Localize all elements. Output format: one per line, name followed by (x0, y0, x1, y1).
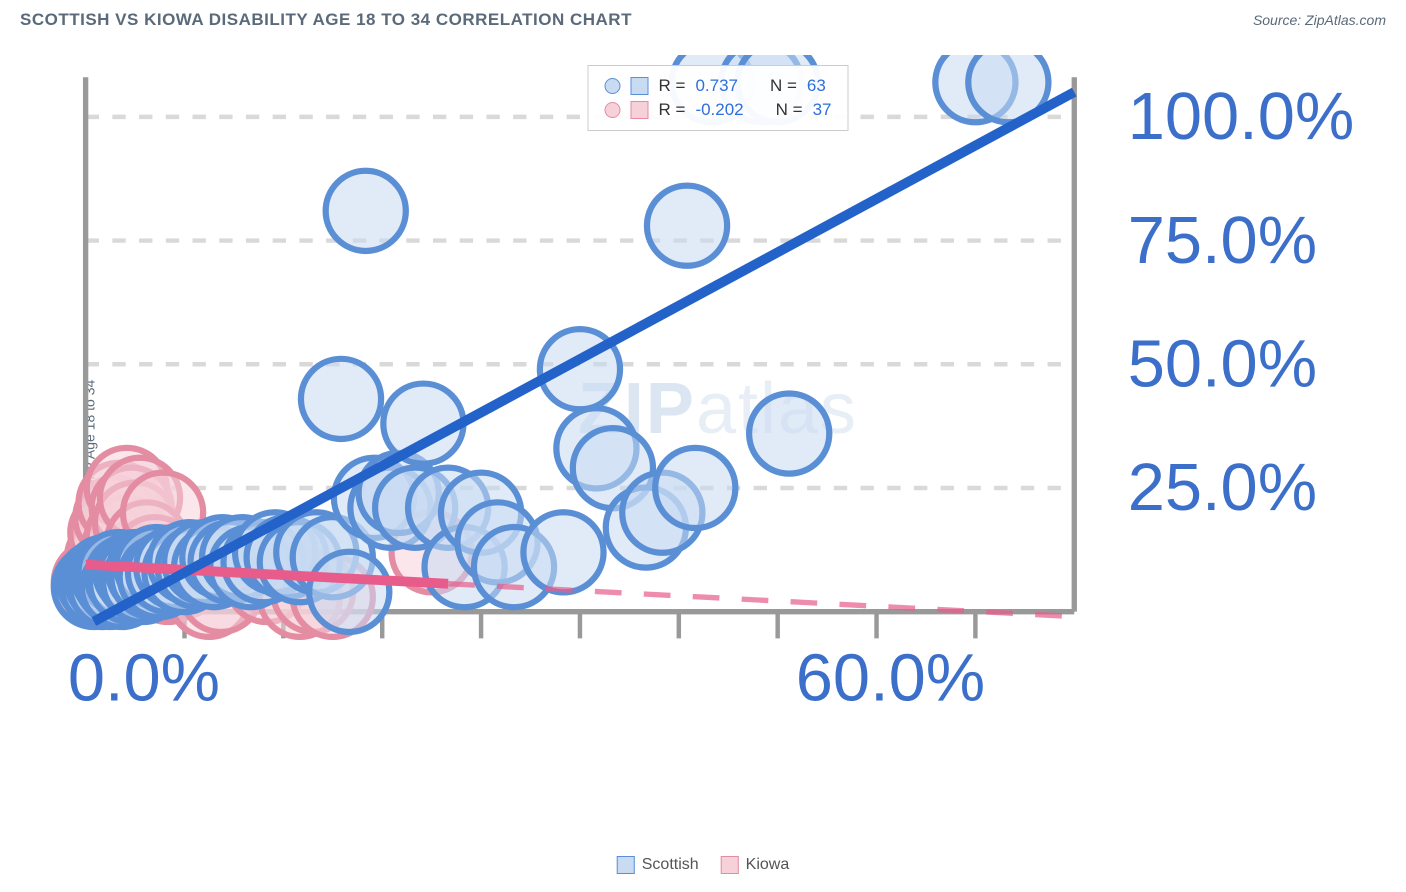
legend-label: Kiowa (746, 856, 790, 874)
kiowa-swatch (721, 856, 739, 874)
r-label: R = (659, 76, 686, 96)
chart-area: Disability Age 18 to 34 ZIPatlas 25.0%50… (50, 55, 1386, 842)
kiowa-circle-swatch (605, 102, 621, 118)
scottish-swatch (617, 856, 635, 874)
r-value-kiowa: -0.202 (695, 100, 743, 120)
n-label: N = (770, 76, 797, 96)
svg-text:60.0%: 60.0% (796, 642, 985, 716)
legend-item-scottish: Scottish (617, 856, 699, 874)
svg-text:50.0%: 50.0% (1128, 328, 1317, 402)
n-value-kiowa: 37 (813, 100, 832, 120)
bottom-legend: Scottish Kiowa (617, 856, 790, 874)
legend-label: Scottish (642, 856, 699, 874)
n-label: N = (776, 100, 803, 120)
stats-row-kiowa: R = -0.202 N = 37 (605, 98, 832, 122)
svg-text:75.0%: 75.0% (1128, 204, 1317, 278)
r-value-scottish: 0.737 (695, 76, 738, 96)
svg-text:0.0%: 0.0% (68, 642, 220, 716)
scatter-plot: 25.0% 50.0% 75.0% 100.0% 0.0% 60.0% (50, 55, 1386, 723)
scottish-square-swatch (631, 77, 649, 95)
scottish-circle-swatch (605, 78, 621, 94)
svg-text:100.0%: 100.0% (1128, 80, 1355, 154)
svg-text:25.0%: 25.0% (1128, 451, 1317, 525)
r-label: R = (659, 100, 686, 120)
legend-item-kiowa: Kiowa (721, 856, 790, 874)
n-value-scottish: 63 (807, 76, 826, 96)
stats-box: R = 0.737 N = 63 R = -0.202 N = 37 (588, 65, 849, 131)
source-attribution: Source: ZipAtlas.com (1253, 12, 1386, 28)
chart-title: SCOTTISH VS KIOWA DISABILITY AGE 18 TO 3… (20, 10, 632, 30)
kiowa-square-swatch (631, 101, 649, 119)
stats-row-scottish: R = 0.737 N = 63 (605, 74, 832, 98)
